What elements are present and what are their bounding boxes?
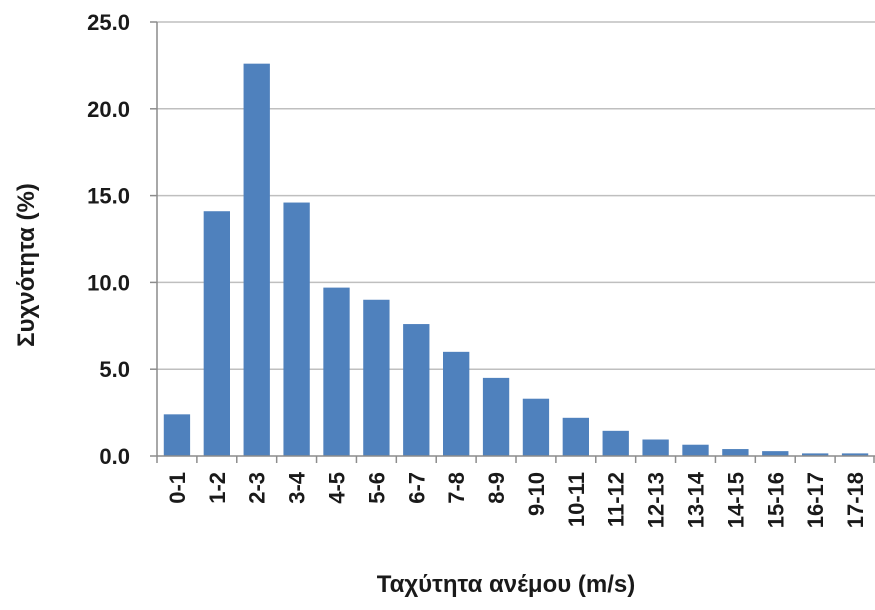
y-tick-label: 0.0: [99, 444, 130, 469]
bar-8-9: [482, 377, 510, 456]
y-tick-label: 5.0: [99, 357, 130, 382]
y-tick-label: 20.0: [87, 97, 130, 122]
x-tick-label: 17-18: [843, 472, 868, 528]
bar-7-8: [443, 351, 470, 456]
bar-9-10: [522, 398, 550, 456]
x-tick-label: 0-1: [165, 472, 190, 504]
x-tick-label: 5-6: [364, 472, 389, 504]
bar-17-18: [841, 453, 869, 456]
x-tick-label: 16-17: [803, 472, 828, 528]
x-tick-label: 12-13: [644, 472, 669, 528]
x-axis-title: Ταχύτητα ανέμου (m/s): [377, 571, 636, 598]
x-tick-label: 13-14: [684, 471, 709, 528]
axes: [150, 21, 875, 463]
x-tick-label: 8-9: [484, 472, 509, 504]
bar-15-16: [762, 451, 789, 456]
bar-2-3: [243, 63, 270, 456]
x-tick-label: 3-4: [285, 471, 310, 504]
bar-14-15: [722, 449, 749, 456]
bar-11-12: [602, 430, 629, 456]
bar-6-7: [403, 324, 430, 456]
bar-0-1: [163, 414, 191, 456]
bar-10-11: [562, 417, 589, 456]
x-tick-label: 7-8: [444, 472, 469, 504]
x-tick-label: 4-5: [325, 472, 350, 504]
bar-3-4: [283, 202, 310, 456]
bar-4-5: [323, 287, 350, 456]
y-tick-label: 25.0: [87, 10, 130, 35]
x-tick-label: 6-7: [404, 472, 429, 504]
x-tick-label: 11-12: [604, 472, 629, 527]
y-tick-label: 10.0: [87, 270, 130, 295]
bar-12-13: [642, 439, 669, 456]
bar-5-6: [363, 299, 390, 456]
x-tick-label: 15-16: [763, 472, 788, 528]
y-axis-title: Συχνότητα (%): [13, 183, 40, 347]
bar-1-2: [203, 211, 230, 456]
x-tick-labels: 0-1 1-2 2-3 3-4 4-5 5-6 6-7 7-8 8-9 9-10 10-11 11-1…: [165, 471, 868, 528]
y-tick-label: 15.0: [87, 184, 130, 209]
x-tick-label: 2-3: [245, 472, 270, 504]
x-tick-label: 14-15: [723, 472, 748, 528]
bar-16-17: [802, 453, 829, 456]
x-tick-label: 9-10: [524, 472, 549, 516]
x-tick-label: 10-11: [564, 472, 589, 527]
bars: [163, 63, 869, 456]
bar-13-14: [682, 444, 709, 456]
gridlines: [157, 21, 875, 370]
y-tick-labels: 0.0 5.0 10.0 15.0 20.0 25.0: [87, 10, 130, 469]
x-tick-label: 1-2: [205, 472, 230, 504]
